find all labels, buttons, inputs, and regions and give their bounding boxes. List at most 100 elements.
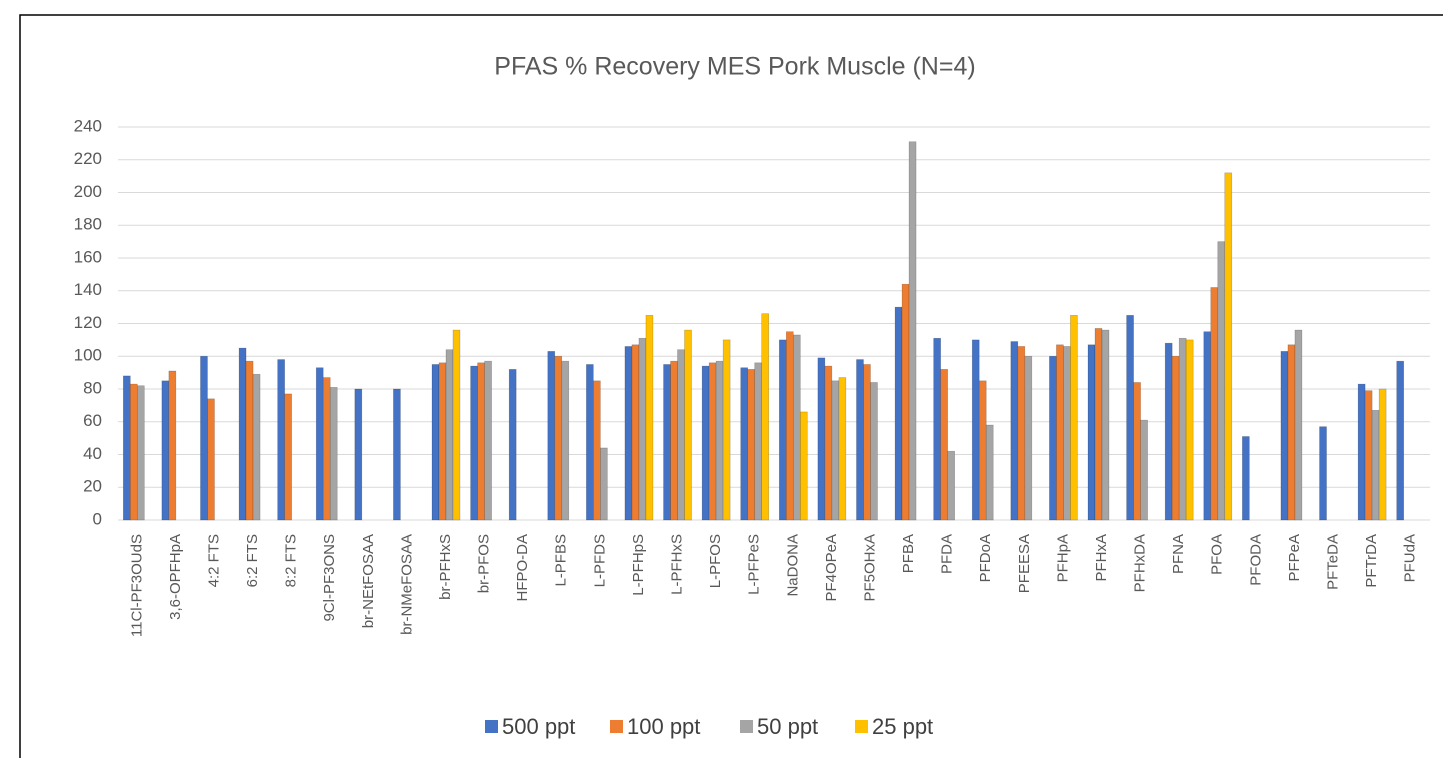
bar (438, 362, 447, 521)
bar (933, 337, 941, 521)
y-tick-label: 180 (74, 215, 102, 234)
x-tick-label: PFTrDA (1363, 534, 1380, 588)
bar (477, 362, 485, 521)
bar (329, 387, 338, 521)
x-tick-label: L-PFBS (553, 534, 570, 587)
bar (722, 339, 731, 521)
bar (200, 355, 208, 521)
bar (715, 360, 724, 521)
x-tick-label: PFODA (1247, 534, 1264, 586)
bar (1101, 329, 1110, 521)
x-tick-label: 3,6-OPFHpA (167, 534, 184, 620)
x-tick-label: L-PFHxS (668, 534, 685, 595)
x-tick-label: PFHxA (1093, 534, 1110, 582)
bar (586, 364, 594, 521)
x-tick-label: PFDoA (977, 534, 994, 582)
bar (1280, 351, 1289, 521)
bar (754, 362, 763, 521)
bar (1063, 346, 1071, 521)
bar (894, 306, 903, 521)
bar (1224, 172, 1233, 521)
chart-border (19, 14, 1443, 758)
bar (161, 380, 170, 521)
bar (1017, 346, 1026, 521)
x-tick-label: 8:2 FTS (283, 534, 300, 587)
x-tick-label: L-PFPeS (746, 534, 763, 595)
bar (817, 357, 826, 521)
x-tick-label: PFUdA (1402, 534, 1419, 582)
bar (1371, 409, 1380, 521)
bar (168, 370, 177, 521)
bar (554, 355, 563, 521)
bar (561, 360, 570, 521)
x-tick-label: L-PFDS (591, 534, 608, 587)
bar (245, 360, 254, 521)
bar (761, 313, 770, 521)
bar (277, 359, 285, 521)
bar (252, 373, 261, 521)
x-tick-label: PFNA (1170, 534, 1187, 574)
y-tick-label: 220 (74, 149, 102, 168)
bar (593, 380, 601, 521)
x-tick-label: NaDONA (784, 534, 801, 597)
bar (393, 388, 401, 521)
bar (863, 364, 871, 521)
bar (670, 360, 678, 521)
y-tick-label: 80 (83, 378, 102, 397)
bar (838, 377, 847, 521)
bar (708, 362, 717, 521)
bar (785, 331, 794, 521)
x-tick-label: br-NMeFOSAA (398, 534, 415, 635)
bar (645, 315, 654, 521)
x-tick-label: br-PFHxS (437, 534, 454, 600)
bar (778, 339, 787, 521)
bar (1357, 383, 1366, 521)
bar (1049, 355, 1057, 521)
x-tick-label: PFPeA (1286, 534, 1303, 582)
bar (701, 365, 710, 521)
bar (1178, 337, 1187, 521)
legend-swatch (610, 720, 623, 733)
bar (792, 334, 801, 521)
legend-swatch (855, 720, 868, 733)
legend-label: 500 ppt (502, 714, 575, 739)
legend-label: 25 ppt (872, 714, 933, 739)
x-tick-label: PF5OHxA (861, 534, 878, 602)
y-tick-label: 140 (74, 280, 102, 299)
bar (1287, 344, 1296, 521)
bar (684, 329, 692, 521)
bar (136, 385, 145, 521)
x-tick-label: PF4OPeA (823, 534, 840, 602)
bar (238, 347, 247, 521)
bar (1294, 329, 1303, 521)
y-tick-label: 60 (83, 411, 102, 430)
x-tick-label: L-PFOS (707, 534, 724, 588)
bar (1010, 341, 1019, 521)
x-tick-label: 11Cl-PF3OUdS (128, 534, 145, 637)
bar (1087, 344, 1096, 521)
y-tick-label: 100 (74, 346, 102, 365)
bar (1319, 426, 1327, 521)
bar (452, 329, 461, 521)
bar (1203, 331, 1212, 521)
bar (1210, 287, 1219, 521)
bar (638, 337, 647, 521)
bar (1126, 315, 1134, 521)
bar (985, 424, 994, 521)
bar (1070, 315, 1078, 521)
bar (1094, 328, 1103, 521)
x-tick-label: PFBA (900, 534, 917, 573)
y-tick-label: 40 (83, 444, 102, 463)
x-tick-label: 4:2 FTS (205, 534, 222, 587)
bar (947, 450, 955, 521)
y-tick-label: 240 (74, 116, 102, 135)
y-tick-label: 200 (74, 182, 102, 201)
bar (677, 349, 685, 521)
x-tick-label: PFHxDA (1132, 534, 1149, 592)
bar (824, 365, 833, 521)
bar (1164, 342, 1173, 521)
bar (445, 349, 454, 521)
bar (1396, 360, 1405, 521)
bar (940, 369, 948, 521)
